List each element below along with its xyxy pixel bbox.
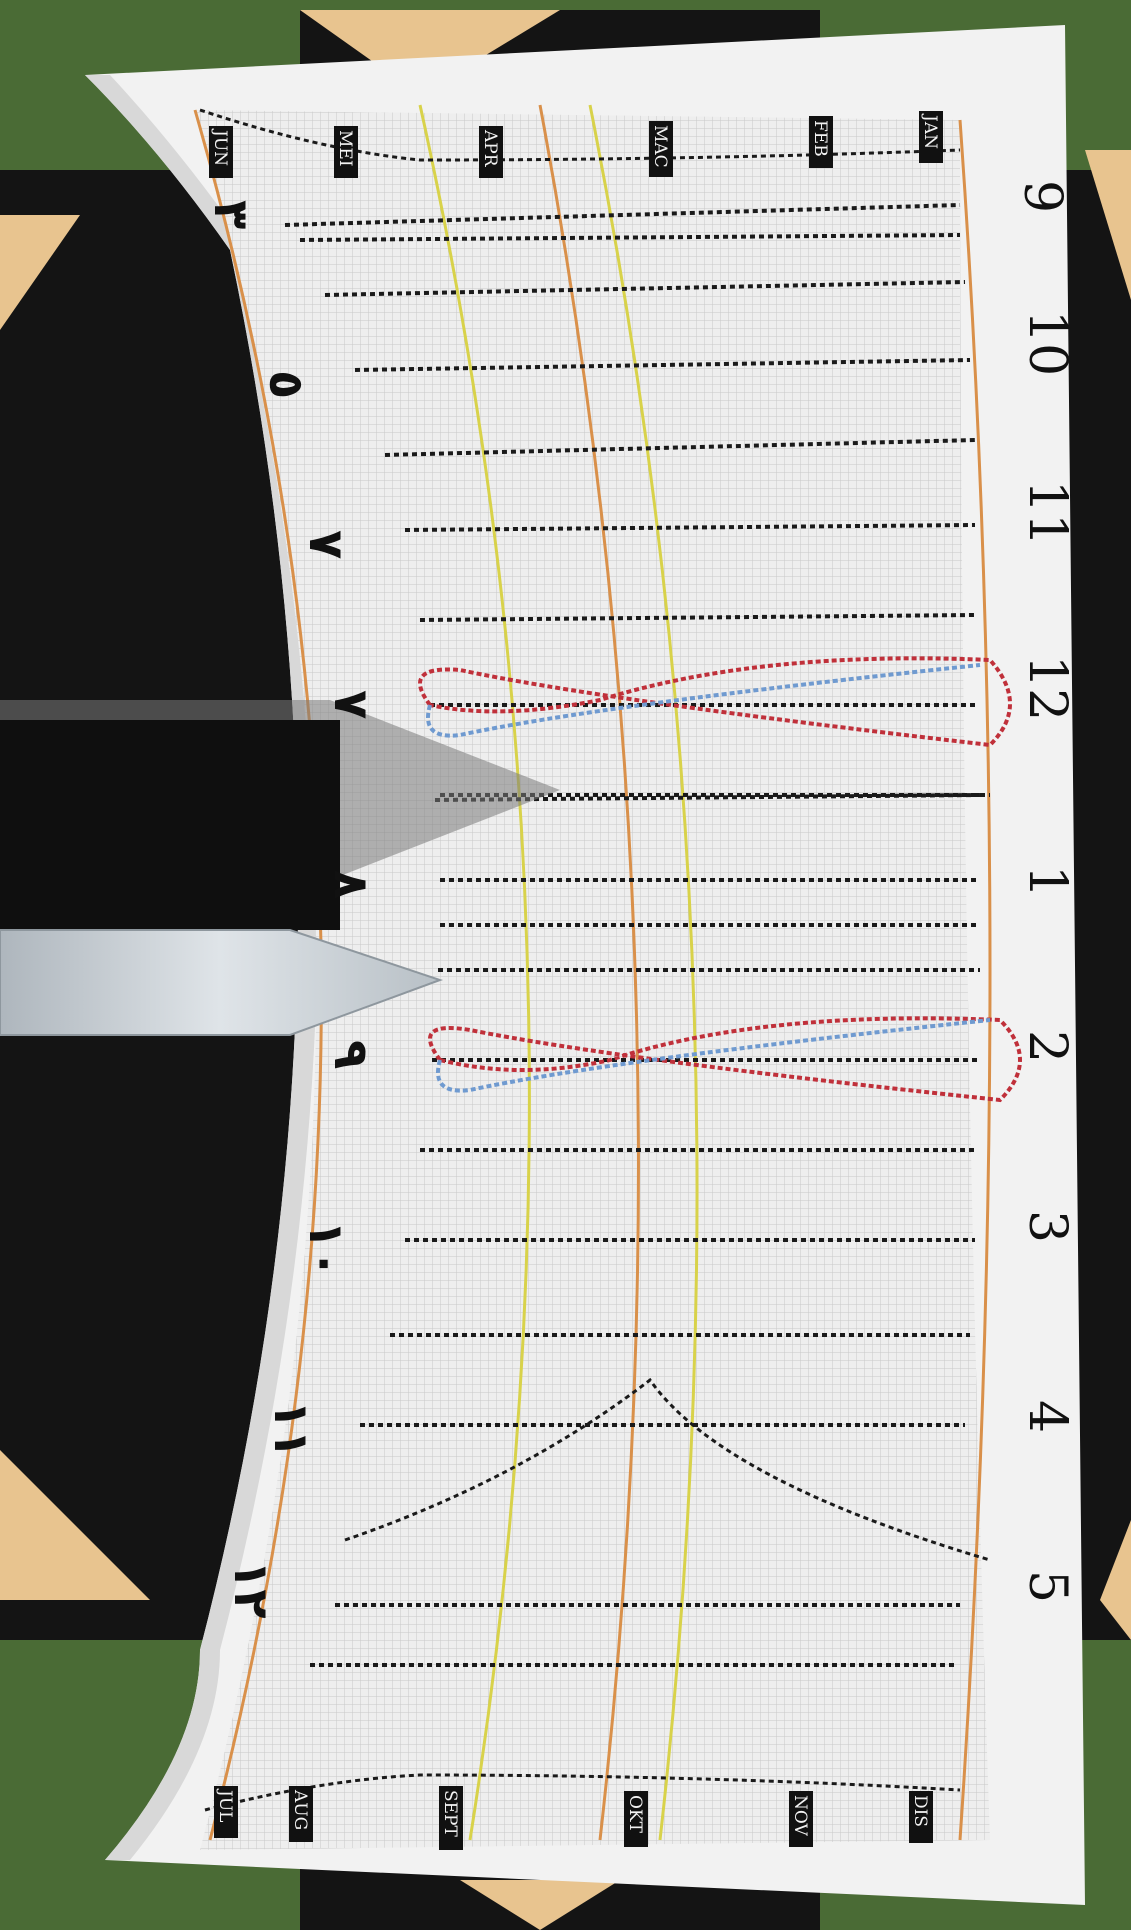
- hour-number: 12: [1017, 655, 1077, 721]
- month-text: AUG: [290, 1789, 310, 1830]
- loop-blue-2: [436, 1018, 991, 1093]
- hour-line: [324, 280, 966, 297]
- tan-tile: [300, 10, 560, 95]
- equinox-curve-yellow-1: [418, 104, 531, 1841]
- month-text: OKT: [625, 1795, 645, 1834]
- hour-number: 3: [1017, 1210, 1077, 1243]
- month-label-feb: FEB: [809, 116, 833, 168]
- month-text: DIS: [910, 1795, 930, 1827]
- hour-line: [284, 203, 961, 227]
- hour-number: 2: [1017, 1030, 1077, 1063]
- arabic-number: ٧: [323, 690, 379, 719]
- loop-blue-1: [426, 663, 981, 738]
- month-label-aug: AUG: [289, 1786, 313, 1842]
- month-label-mac: MAC: [649, 121, 673, 177]
- gnomon: [0, 929, 444, 1036]
- arabic-number: ١٢: [223, 1560, 279, 1619]
- hour-number: 10: [1017, 310, 1077, 376]
- month-label-nov: NOV: [789, 1791, 813, 1847]
- tan-tile: [0, 215, 80, 330]
- dial-grid: [195, 110, 990, 1850]
- equinox-curve-yellow-2: [588, 104, 699, 1841]
- month-label-apr: APR: [479, 126, 503, 178]
- month-label-okt: OKT: [624, 1791, 648, 1847]
- loop-red-2: [428, 1016, 1022, 1103]
- hour-line: [419, 613, 976, 622]
- tan-tile: [0, 1450, 150, 1600]
- equinox-curve-orange: [538, 104, 640, 1841]
- hour-line: [299, 233, 961, 242]
- month-text: SEPT: [440, 1790, 460, 1837]
- hour-lines: [284, 203, 981, 1667]
- month-text: JUL: [215, 1788, 235, 1822]
- arabic-number: ١١: [263, 1400, 319, 1459]
- analemma-loop: [418, 656, 1022, 1103]
- month-text: MEI: [335, 130, 355, 167]
- tan-tile: [1100, 1520, 1131, 1640]
- arabic-number: ٧: [298, 530, 354, 559]
- hour-number: 5: [1017, 1570, 1077, 1603]
- month-label-jul: JUL: [214, 1786, 238, 1838]
- month-text: NOV: [790, 1795, 810, 1837]
- arabic-number: ٣: [203, 200, 259, 229]
- hour-numbers: 9 10 11 12 1 2 3 4 5: [1012, 180, 1077, 1603]
- tan-tile: [460, 1880, 620, 1930]
- months-bottom: JUL AUG SEPT OKT NOV DIS: [214, 1786, 933, 1850]
- arabic-number: ٨: [323, 870, 379, 899]
- loop-red-1: [418, 656, 1012, 748]
- hour-line: [354, 358, 971, 372]
- tan-tile: [1085, 150, 1131, 300]
- solstice-curve-bottom: [958, 119, 992, 1841]
- arabic-number: ٩: [323, 1040, 379, 1069]
- month-label-mei: MEI: [334, 126, 358, 178]
- cusp-curve: [344, 1377, 991, 1562]
- month-text: JUN: [210, 128, 230, 166]
- hour-number: 1: [1017, 865, 1077, 898]
- arabic-number: ١٠: [298, 1220, 354, 1279]
- hour-number: 9: [1012, 180, 1072, 213]
- month-text: APR: [480, 129, 500, 168]
- month-label-jan: JAN: [919, 111, 943, 163]
- hour-number: 4: [1017, 1400, 1077, 1433]
- arabic-numbers: ٣ ٥ ٧ ٧ ٨ ٩ ١٠ ١١ ١٢: [203, 200, 379, 1619]
- dial-inner-shade: [85, 75, 319, 1860]
- month-label-jun: JUN: [209, 126, 233, 178]
- arabic-number: ٥: [258, 370, 314, 399]
- month-label-sept: SEPT: [439, 1786, 463, 1850]
- month-text: JAN: [920, 113, 940, 149]
- month-text: MAC: [650, 125, 670, 168]
- hour-number: 11: [1017, 480, 1077, 546]
- upper-shadow: [0, 720, 340, 930]
- month-label-dis: DIS: [909, 1791, 933, 1843]
- months-top: JUN MEI APR MAC FEB JAN: [209, 111, 943, 178]
- month-text: FEB: [810, 120, 830, 157]
